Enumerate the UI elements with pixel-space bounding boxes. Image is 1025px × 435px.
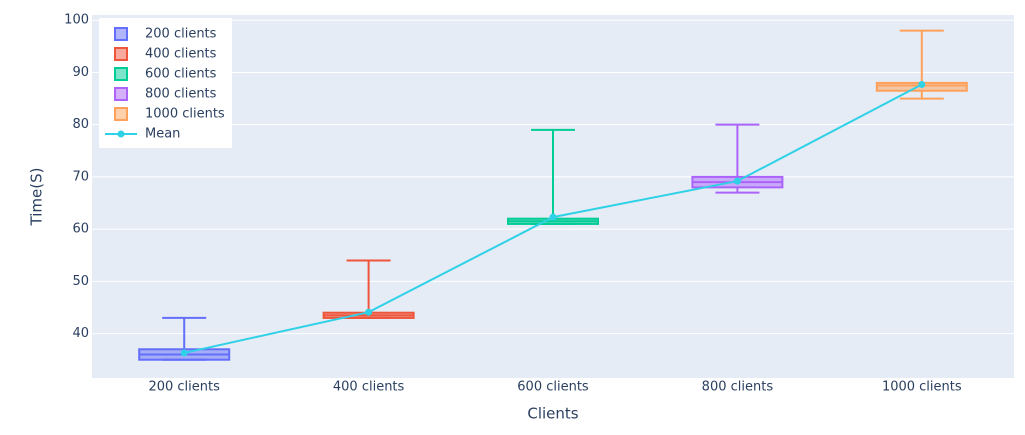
x-axis-title: Clients [527,405,578,423]
gridlines [92,19,1014,335]
legend-label: 1000 clients [145,107,225,122]
y-tick-label: 40 [72,326,89,341]
y-tick-label: 70 [72,169,89,184]
legend-label: 800 clients [145,87,217,102]
legend-swatch [114,67,128,81]
legend-label: 200 clients [145,27,217,42]
y-axis-title: Time(S) [28,168,46,227]
mean-point [180,349,188,357]
legend-swatch [114,87,128,101]
legend-mean-marker [117,130,125,138]
legend-label: 600 clients [145,67,217,82]
mean-point [365,308,373,316]
x-tick-label: 400 clients [333,380,405,395]
legend-swatch [114,27,128,41]
mean-point [733,177,741,185]
x-tick-label: 200 clients [148,380,220,395]
y-tick-label: 80 [72,117,89,132]
x-tick-labels: 200 clients 400 clients 600 clients 800 cli… [148,380,961,395]
legend-label: 400 clients [145,47,217,62]
y-tick-labels: 40 50 60 70 80 90 100 [64,13,89,341]
legend: 200 clients 400 clients 600 clients 800 cli… [99,18,232,148]
mean-point [918,80,926,88]
legend-swatch [114,107,128,121]
x-tick-label: 1000 clients [882,380,962,395]
legend-swatch [114,47,128,61]
y-tick-label: 60 [72,222,89,237]
box-plot-item [507,128,599,225]
y-tick-label: 50 [72,274,89,289]
x-tick-label: 800 clients [702,380,774,395]
x-tick-label: 600 clients [517,380,589,395]
mean-line-group [180,80,926,357]
y-tick-label: 100 [64,13,89,28]
legend-label: Mean [145,127,180,142]
mean-point [549,213,557,221]
y-tick-label: 90 [72,65,89,80]
